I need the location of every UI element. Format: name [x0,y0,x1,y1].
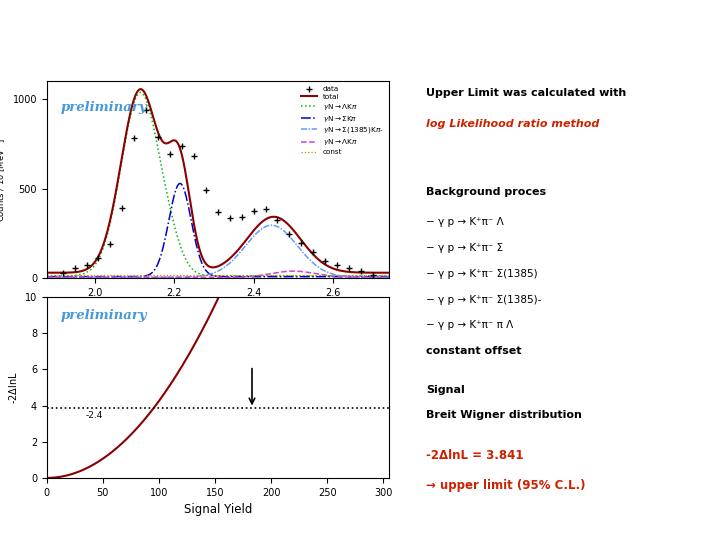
Text: preliminary: preliminary [60,100,147,113]
Text: log Likelihood ratio method: log Likelihood ratio method [426,118,599,129]
Text: -2.4: -2.4 [86,411,104,420]
Text: Signal: Signal [426,384,464,395]
Text: 15 / 15: 15 / 15 [667,520,706,530]
Text: − γ p → K⁺π⁻ Σ(1385)-: − γ p → K⁺π⁻ Σ(1385)- [426,294,541,305]
Text: preliminary: preliminary [60,309,147,322]
Legend: data, total, $\gamma$N$\rightarrow\Lambda$K$\pi$, $\gamma$N$\rightarrow\Sigma$K$: data, total, $\gamma$N$\rightarrow\Lambd… [300,85,385,157]
Text: − γ p → K⁺π⁻ Σ: − γ p → K⁺π⁻ Σ [426,243,503,253]
Text: Breit Wigner distribution: Breit Wigner distribution [426,410,582,421]
Text: constant offset: constant offset [426,346,521,356]
Text: GCOE Symposium @ Kyoto University: GCOE Symposium @ Kyoto University [255,520,465,530]
X-axis label: MM D($\gamma$, K$^-\pi^-$)X [GeV]: MM D($\gamma$, K$^-\pi^-$)X [GeV] [164,303,271,316]
Text: − γ p → K⁺π⁻ π Λ: − γ p → K⁺π⁻ π Λ [426,320,513,330]
Text: Upper Limit was calculated with: Upper Limit was calculated with [426,89,626,98]
X-axis label: Signal Yield: Signal Yield [184,503,252,516]
Text: Background proces: Background proces [426,187,546,197]
Text: − γ p → K⁺π⁻ Λ: − γ p → K⁺π⁻ Λ [426,217,504,227]
Text: → upper limit (95% C.L.): → upper limit (95% C.L.) [426,479,585,492]
Text: Calculation of Upper Limits: Calculation of Upper Limits [18,21,487,52]
Y-axis label: -2$\Delta$lnL: -2$\Delta$lnL [7,371,19,404]
Text: − γ p → K⁺π⁻ Σ(1385): − γ p → K⁺π⁻ Σ(1385) [426,269,538,279]
Text: 2013/2/13: 2013/2/13 [14,520,71,530]
Text: -2ΔlnL = 3.841: -2ΔlnL = 3.841 [426,449,523,462]
Y-axis label: Counts / 10 [MeV$^-$]: Counts / 10 [MeV$^-$] [0,138,7,221]
